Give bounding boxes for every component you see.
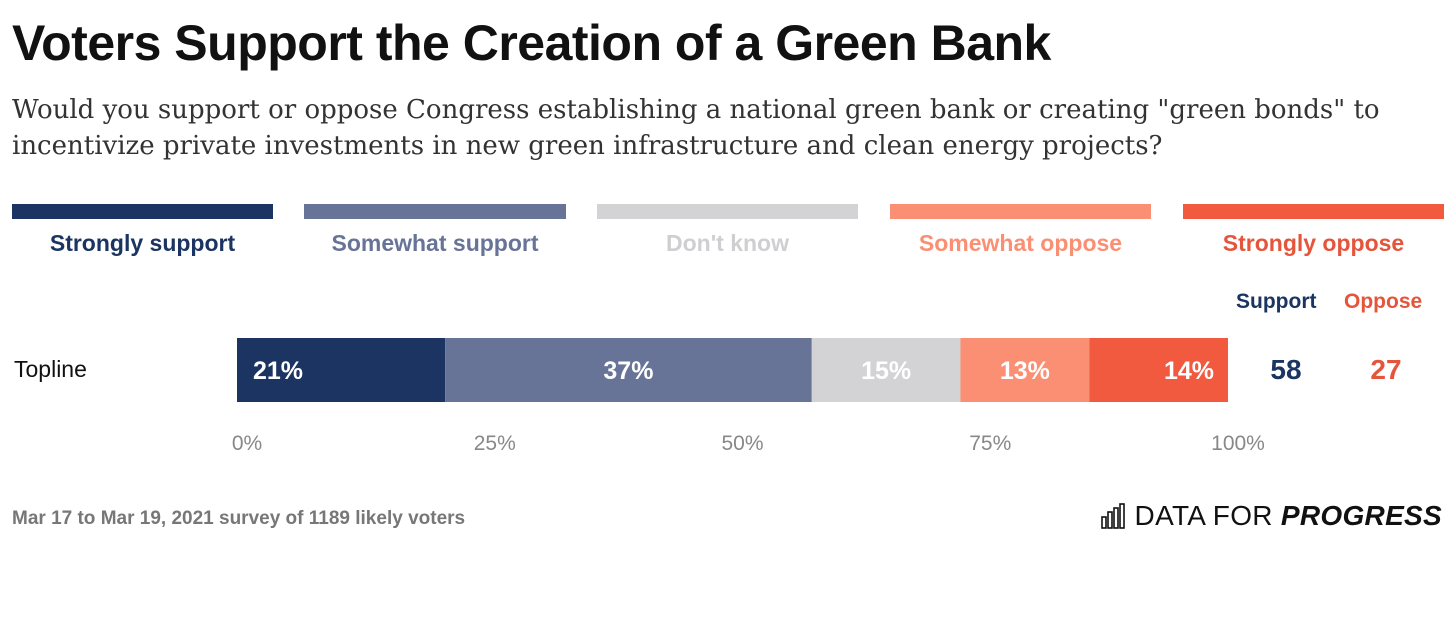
legend-item-strongly-support: Strongly support bbox=[12, 204, 273, 264]
bar-label-don-t-know: 15% bbox=[861, 357, 911, 385]
legend-item-strongly-oppose: Strongly oppose bbox=[1183, 204, 1444, 264]
bar-segment-don-t-know bbox=[811, 338, 961, 402]
net-oppose-header: Oppose bbox=[1344, 290, 1423, 313]
survey-note: Mar 17 to Mar 19, 2021 survey of 1189 li… bbox=[12, 508, 466, 529]
x-tick-label: 50% bbox=[721, 432, 763, 455]
logo-text-bold: PROGRESS bbox=[1280, 500, 1442, 531]
bar-chart-icon bbox=[1100, 503, 1125, 529]
legend-item-dont-know: Don't know bbox=[597, 204, 858, 264]
x-tick-label: 100% bbox=[1211, 432, 1265, 455]
net-support-header: Support bbox=[1236, 290, 1317, 313]
bar-segment-somewhat-oppose bbox=[960, 338, 1090, 402]
legend-swatch bbox=[304, 204, 566, 219]
bar-segment-somewhat-support bbox=[445, 338, 812, 402]
x-tick-label: 75% bbox=[969, 432, 1011, 455]
legend-swatch bbox=[890, 204, 1151, 219]
bar-label-strongly-oppose: 14% bbox=[1164, 357, 1214, 385]
bar-segment-strongly-oppose bbox=[1089, 338, 1228, 402]
x-tick-label: 25% bbox=[474, 432, 516, 455]
bar-label-somewhat-oppose: 13% bbox=[1000, 357, 1050, 385]
legend-label: Somewhat oppose bbox=[918, 230, 1123, 256]
legend-swatch bbox=[1183, 204, 1444, 219]
row-label-topline: Topline bbox=[14, 356, 87, 382]
bar-label-strongly-support: 21% bbox=[253, 357, 303, 385]
legend-swatch bbox=[597, 204, 858, 219]
logo-text-light: DATA FOR bbox=[1134, 500, 1281, 531]
x-tick-label: 0% bbox=[232, 432, 262, 455]
legend-label: Strongly oppose bbox=[1222, 230, 1405, 256]
legend-item-somewhat-support: Somewhat support bbox=[304, 204, 566, 264]
chart-title: Voters Support the Creation of a Green B… bbox=[12, 15, 1051, 71]
chart-subtitle: Would you support or oppose Congress est… bbox=[12, 95, 1380, 161]
data-for-progress-logo: DATA FOR PROGRESS bbox=[1100, 498, 1442, 534]
legend-label: Somewhat support bbox=[331, 230, 539, 256]
bar-label-somewhat-support: 37% bbox=[603, 357, 653, 385]
net-oppose-value: 27 bbox=[1370, 354, 1402, 385]
legend-item-somewhat-oppose: Somewhat oppose bbox=[890, 204, 1151, 264]
legend-label: Strongly support bbox=[49, 230, 236, 256]
legend-label: Don't know bbox=[665, 230, 789, 256]
bar-segment-strongly-support bbox=[237, 338, 446, 402]
net-support-value: 58 bbox=[1270, 354, 1302, 385]
legend-swatch bbox=[12, 204, 273, 219]
